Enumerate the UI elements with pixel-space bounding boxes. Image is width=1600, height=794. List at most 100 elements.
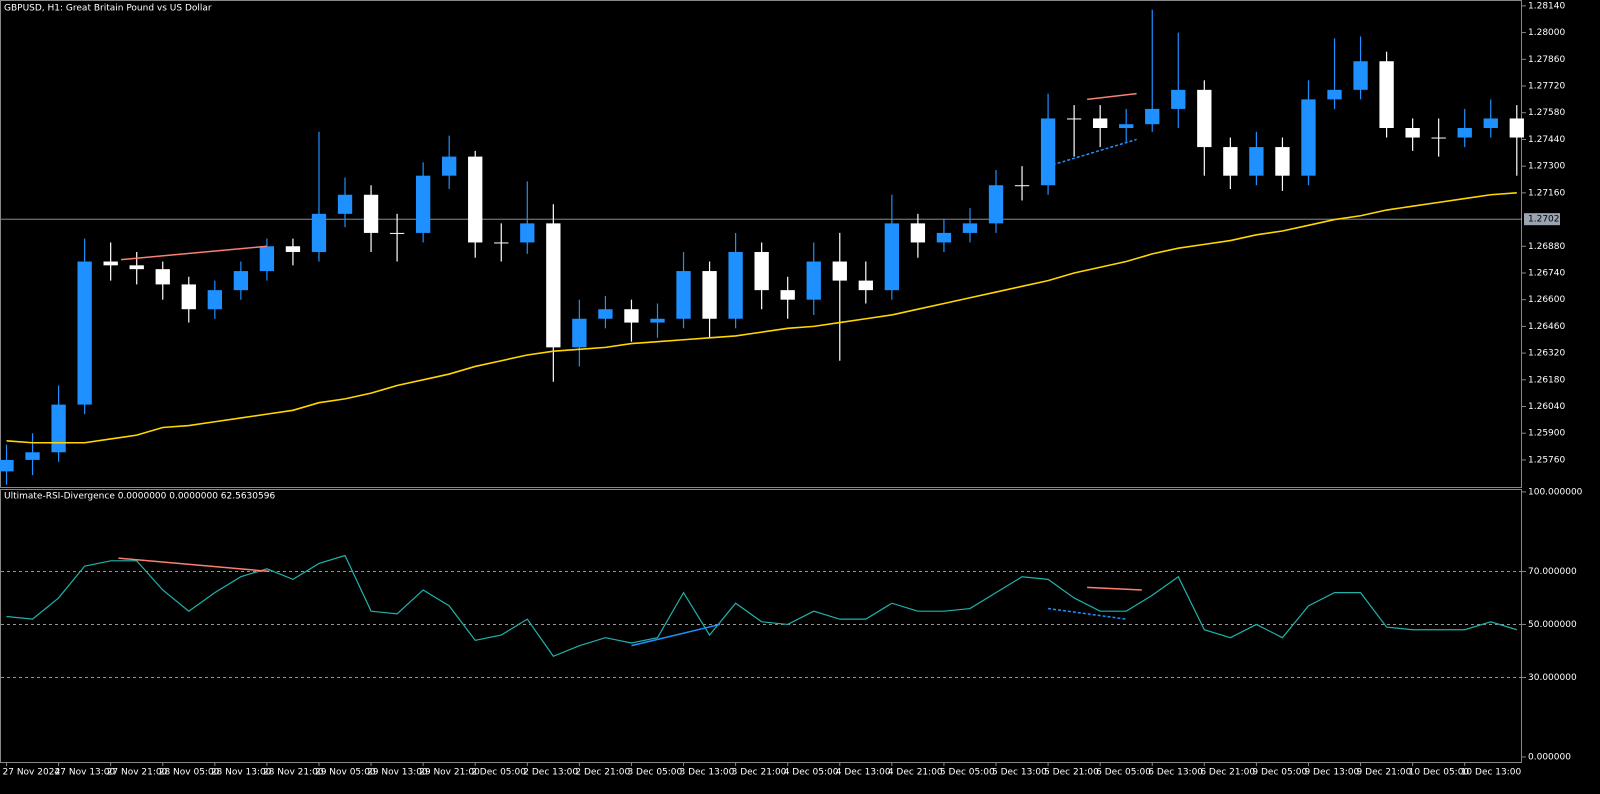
x-tick-label: 27 Nov 13:00: [55, 768, 116, 778]
y-tick-label: 1.26600: [1528, 295, 1565, 305]
y-tick-label: 1.26740: [1528, 268, 1565, 278]
x-tick-label: 29 Nov 13:00: [367, 768, 428, 778]
y-tick-label: 1.26880: [1528, 242, 1565, 252]
candle-body: [520, 223, 535, 243]
x-tick-label: 27 Nov 2024: [3, 768, 61, 778]
candle-body: [233, 271, 249, 291]
x-tick-label: 2 Dec 05:00: [471, 768, 526, 778]
y-tick-label: 1.28000: [1528, 28, 1565, 38]
candle-body: [1405, 127, 1420, 138]
x-tick-label: 5 Dec 13:00: [992, 768, 1047, 778]
x-tick-label: 29 Nov 05:00: [315, 768, 376, 778]
candle-body: [389, 232, 405, 234]
candle-body: [858, 280, 873, 291]
x-tick-label: 28 Nov 05:00: [159, 768, 220, 778]
candle-body: [962, 223, 978, 233]
x-tick-label: 4 Dec 13:00: [836, 768, 891, 778]
x-tick-label: 28 Nov 13:00: [211, 768, 272, 778]
candle-body: [25, 452, 40, 460]
candle-body: [1301, 99, 1316, 176]
x-tick-label: 2 Dec 21:00: [575, 768, 630, 778]
candle-body: [546, 223, 561, 348]
candle-body: [598, 309, 613, 319]
x-tick-label: 28 Nov 21:00: [263, 768, 324, 778]
candle-body: [988, 185, 1004, 224]
x-tick-label: 29 Nov 21:00: [419, 768, 480, 778]
candle-body: [77, 261, 92, 405]
y-tick-label: 1.26460: [1528, 322, 1565, 332]
candle-body: [1275, 147, 1290, 176]
candle-body: [1040, 118, 1056, 186]
divergence-line: [1087, 586, 1142, 591]
y-tick-label: 1.28140: [1528, 1, 1565, 11]
y-tick-label: 50.000000: [1528, 620, 1577, 630]
x-tick-label: 2 Dec 13:00: [523, 768, 578, 778]
rsi-panel-title: Ultimate-RSI-Divergence 0.0000000 0.0000…: [4, 492, 275, 502]
divergence-line: [1087, 92, 1137, 101]
x-tick-label: 6 Dec 13:00: [1148, 768, 1203, 778]
y-tick-label: 1.27860: [1528, 55, 1565, 65]
candle-body: [442, 156, 457, 176]
candle-body: [832, 261, 847, 281]
candle-body: [1223, 147, 1238, 176]
y-tick-label: 30.000000: [1528, 673, 1577, 683]
candle-body: [337, 194, 353, 214]
price-panel-frame: [0, 0, 1522, 488]
moving-average: [6, 192, 1517, 444]
candle-body: [207, 290, 222, 310]
candle-body: [1014, 185, 1030, 187]
x-tick-label: 5 Dec 05:00: [940, 768, 995, 778]
x-tick-label: 4 Dec 21:00: [888, 768, 943, 778]
x-tick-label: 4 Dec 05:00: [784, 768, 839, 778]
candle-body: [754, 251, 769, 291]
x-tick-label: 6 Dec 21:00: [1200, 768, 1255, 778]
candle-body: [468, 156, 483, 243]
x-tick-label: 10 Dec 05:00: [1409, 768, 1470, 778]
candle-body: [363, 194, 379, 233]
x-tick-label: 3 Dec 13:00: [680, 768, 735, 778]
y-tick-label: 70.000000: [1528, 567, 1577, 577]
candle-body: [910, 223, 926, 243]
divergence-line: [121, 245, 267, 261]
candle-body: [494, 242, 509, 244]
x-tick-label: 6 Dec 05:00: [1096, 768, 1151, 778]
candle-body: [1483, 118, 1498, 128]
candle-body: [806, 261, 821, 300]
x-tick-label: 5 Dec 21:00: [1044, 768, 1099, 778]
y-tick-label: 1.25760: [1528, 455, 1565, 465]
current-price-label: 1.27022: [1528, 215, 1565, 225]
candle-body: [1145, 108, 1160, 125]
candle-body: [1093, 118, 1108, 128]
y-tick-label: 1.27300: [1528, 162, 1565, 172]
y-tick-label: 1.26320: [1528, 349, 1565, 359]
candle-body: [1379, 61, 1394, 128]
candle-body: [1249, 147, 1264, 176]
y-tick-label: 1.25900: [1528, 429, 1565, 439]
candle-body: [1509, 118, 1524, 138]
candle-body: [1457, 127, 1472, 138]
candle-body: [103, 261, 118, 266]
candle-body: [1353, 61, 1368, 90]
candle-body: [1066, 118, 1082, 120]
candle-body: [415, 175, 431, 233]
y-tick-label: 100.000000: [1528, 487, 1583, 497]
candle-body: [181, 284, 196, 310]
candle-body: [702, 271, 717, 319]
y-tick-label: 1.27580: [1528, 108, 1565, 118]
current-price-tag: [1524, 213, 1560, 226]
divergence-line: [1047, 138, 1137, 167]
candle-body: [259, 246, 275, 272]
candle-body: [1119, 124, 1134, 128]
x-tick-label: 3 Dec 21:00: [732, 768, 787, 778]
candle-body: [1327, 89, 1342, 100]
y-tick-label: 1.26040: [1528, 402, 1565, 412]
candle-body: [676, 271, 691, 319]
candle-body: [129, 265, 144, 270]
x-tick-label: 9 Dec 13:00: [1304, 768, 1359, 778]
divergence-line: [118, 557, 270, 573]
x-tick-label: 10 Dec 13:00: [1461, 768, 1522, 778]
price-panel-title: GBPUSD, H1: Great Britain Pound vs US Do…: [4, 4, 212, 14]
y-tick-label: 1.27440: [1528, 135, 1565, 145]
candle-body: [650, 318, 665, 323]
